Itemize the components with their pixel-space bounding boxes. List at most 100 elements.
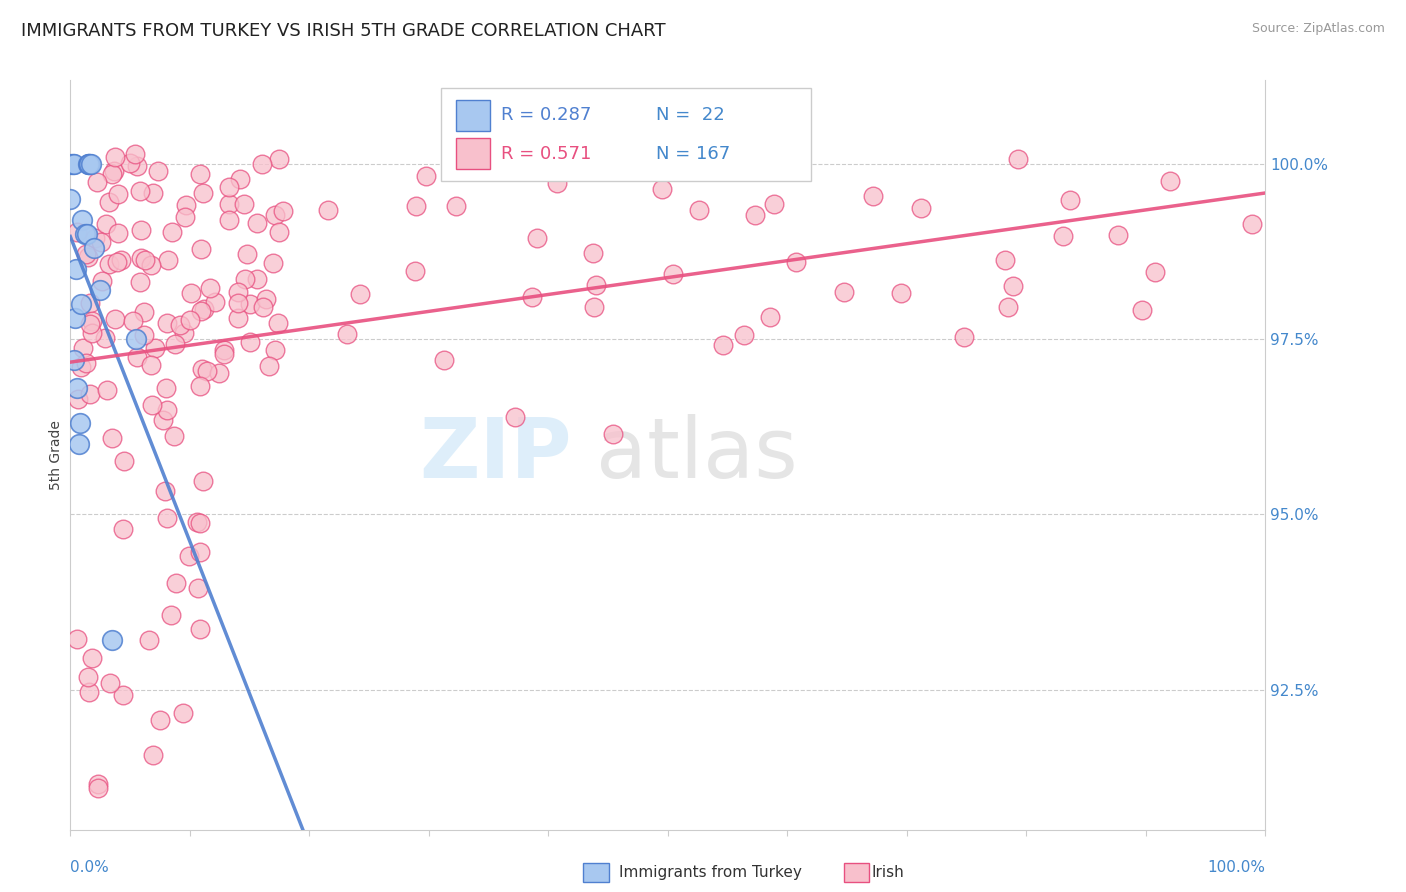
Text: N = 167: N = 167 [655, 145, 730, 162]
Point [172, 706, 194, 720]
Point [142, 186, 165, 201]
Point [785, 255, 807, 269]
Point [585, 277, 607, 292]
Point [246, 271, 269, 285]
Point [336, 326, 359, 341]
Point [169, 318, 191, 332]
Point [143, 341, 166, 355]
Point [890, 285, 912, 300]
Point [79, 296, 101, 310]
Point [101, 633, 124, 648]
Text: ZIP: ZIP [420, 415, 572, 495]
Point [218, 212, 240, 227]
Point [165, 576, 187, 591]
Point [688, 202, 710, 217]
Point [186, 515, 208, 529]
Point [1144, 265, 1167, 279]
Point [910, 201, 932, 215]
Point [762, 197, 785, 211]
Point [180, 285, 202, 300]
Point [103, 164, 125, 178]
Point [262, 256, 284, 270]
Point [759, 310, 782, 325]
Point [156, 511, 179, 525]
Point [226, 285, 249, 299]
Point [101, 167, 124, 181]
Text: Irish: Irish [872, 865, 904, 880]
Point [214, 343, 236, 358]
Point [994, 253, 1017, 268]
Point [218, 180, 240, 194]
Point [582, 246, 605, 260]
Point [79, 157, 101, 171]
Point [65, 262, 87, 277]
Point [163, 429, 186, 443]
Point [156, 403, 179, 417]
Point [1059, 193, 1081, 207]
Point [233, 271, 256, 285]
Point [662, 268, 685, 282]
Point [131, 223, 153, 237]
Point [149, 713, 172, 727]
Point [76, 669, 98, 683]
Point [83, 231, 105, 245]
Point [77, 685, 100, 699]
Point [89, 235, 111, 249]
Point [1052, 228, 1074, 243]
Point [188, 378, 211, 392]
Point [1130, 302, 1153, 317]
Text: N =  22: N = 22 [655, 106, 724, 125]
Point [744, 208, 766, 222]
Text: atlas: atlas [596, 415, 797, 495]
Point [112, 453, 135, 467]
Point [349, 287, 371, 301]
Point [546, 176, 568, 190]
Bar [457, 138, 489, 169]
Point [236, 247, 259, 261]
Point [75, 356, 97, 370]
Point [120, 156, 142, 170]
Point [89, 284, 111, 298]
Point [87, 777, 110, 791]
Text: IMMIGRANTS FROM TURKEY VS IRISH 5TH GRADE CORRELATION CHART: IMMIGRANTS FROM TURKEY VS IRISH 5TH GRAD… [21, 22, 665, 40]
Point [79, 157, 101, 171]
Point [212, 347, 235, 361]
Point [163, 336, 186, 351]
Point [107, 226, 129, 240]
Point [59, 192, 82, 206]
Point [94, 331, 117, 345]
Point [862, 189, 884, 203]
Point [651, 182, 673, 196]
Point [153, 483, 176, 498]
Bar [583, 863, 609, 882]
Point [70, 297, 93, 311]
Point [733, 327, 755, 342]
Text: Source: ZipAtlas.com: Source: ZipAtlas.com [1251, 22, 1385, 36]
Point [526, 231, 548, 245]
Point [80, 314, 103, 328]
Point [107, 187, 129, 202]
Point [195, 364, 218, 378]
Point [79, 317, 101, 331]
Point [257, 359, 280, 373]
Point [444, 199, 467, 213]
Point [188, 516, 211, 531]
Point [70, 213, 93, 227]
Point [187, 581, 209, 595]
Point [218, 197, 240, 211]
Bar [844, 863, 869, 882]
Point [174, 198, 197, 212]
Point [146, 164, 169, 178]
Point [86, 174, 108, 188]
Point [76, 227, 98, 242]
Point [173, 326, 195, 340]
Point [79, 386, 101, 401]
Point [318, 203, 340, 218]
Point [179, 313, 201, 327]
Point [193, 186, 215, 201]
Point [90, 274, 112, 288]
FancyBboxPatch shape [441, 87, 811, 181]
Point [503, 409, 526, 424]
Point [188, 545, 211, 559]
Point [110, 253, 132, 268]
